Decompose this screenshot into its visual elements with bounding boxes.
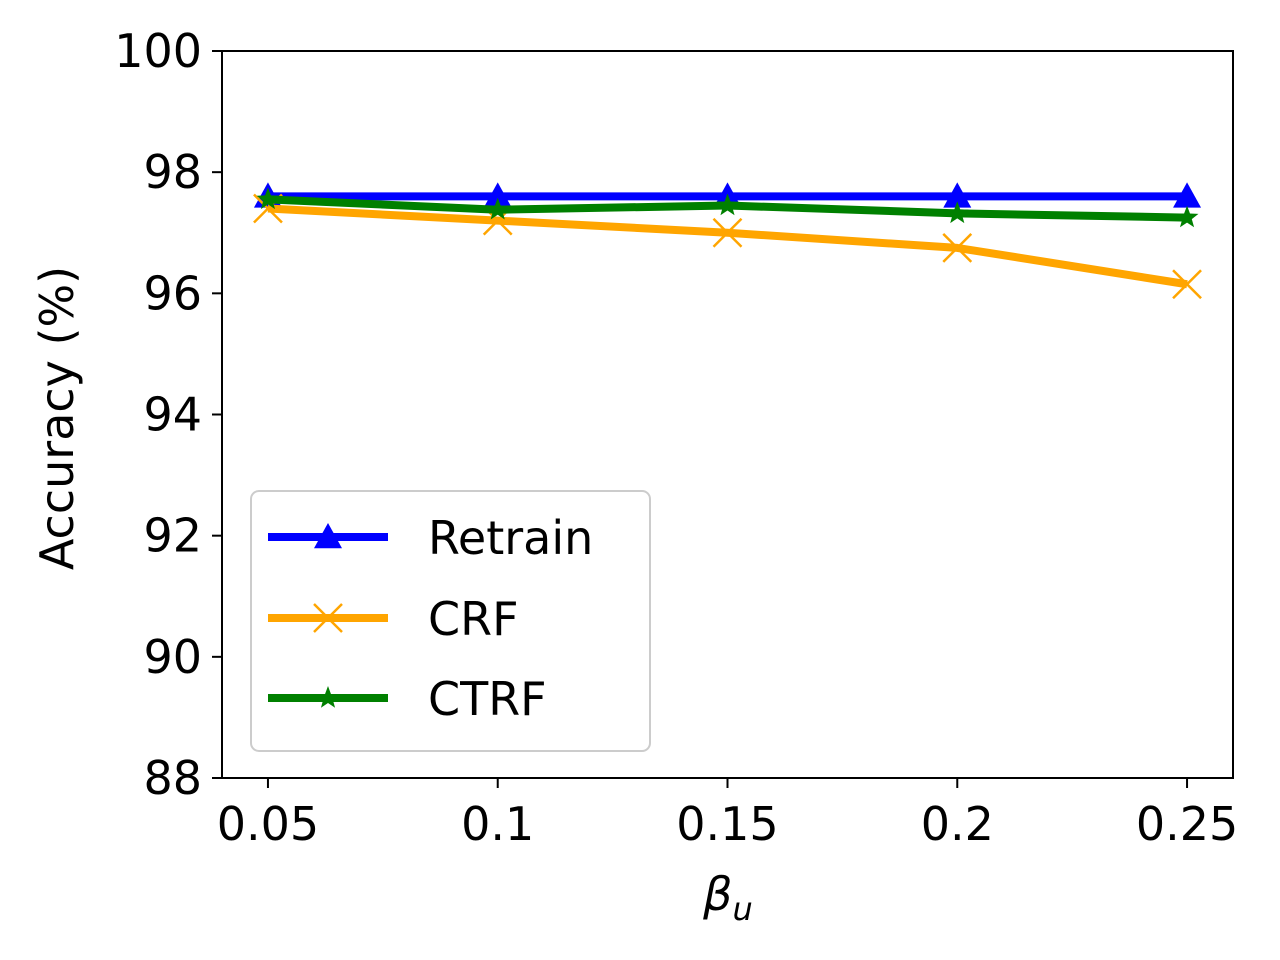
- y-axis-label: Accuracy (%): [30, 266, 84, 570]
- y-tick-label: 90: [143, 630, 202, 684]
- data-point-retrain: [943, 182, 972, 208]
- data-point-ctrf: [1175, 205, 1199, 228]
- y-tick-label: 94: [143, 388, 202, 442]
- x-tick-label: 0.2: [921, 797, 994, 851]
- data-point-crf: [942, 233, 973, 263]
- x-axis-label-symbol: β: [702, 867, 732, 921]
- x-axis: 0.05 0.1 0.15 0.2 0.25: [217, 778, 1238, 851]
- legend-label-retrain: Retrain: [428, 511, 593, 565]
- y-tick-label: 92: [143, 509, 202, 563]
- data-point-crf: [712, 217, 743, 248]
- data-point-ctrf: [256, 187, 280, 210]
- legend-box: [250, 490, 651, 752]
- y-tick-label: 100: [114, 24, 202, 78]
- legend: Retrain CRF CTRF: [250, 490, 651, 752]
- x-axis-label-subscript: u: [733, 890, 753, 928]
- legend-marker-retrain: [314, 523, 342, 549]
- data-point-ctrf: [716, 193, 739, 216]
- y-tick-label: 98: [143, 145, 202, 199]
- y-tick-label: 96: [143, 266, 202, 320]
- legend-label-ctrf: CTRF: [428, 672, 547, 726]
- y-tick-label: 88: [143, 751, 202, 805]
- x-tick-label: 0.15: [676, 797, 778, 851]
- data-point-ctrf: [945, 201, 969, 224]
- legend-marker-crf: [313, 603, 343, 633]
- x-tick-label: 0.1: [461, 797, 534, 851]
- data-point-retrain: [1173, 182, 1202, 208]
- legend-marker-ctrf: [316, 686, 340, 708]
- legend-label-crf: CRF: [428, 592, 519, 646]
- x-tick-label: 0.25: [1136, 797, 1238, 851]
- x-axis-label: βu: [702, 867, 753, 928]
- x-tick-label: 0.05: [217, 797, 319, 851]
- data-point-crf: [1172, 269, 1202, 300]
- data-point-ctrf: [486, 197, 510, 220]
- series-layer: [253, 182, 1202, 300]
- data-point-retrain: [483, 182, 512, 208]
- y-axis: 88 90 92 94 96 98 100: [114, 24, 222, 805]
